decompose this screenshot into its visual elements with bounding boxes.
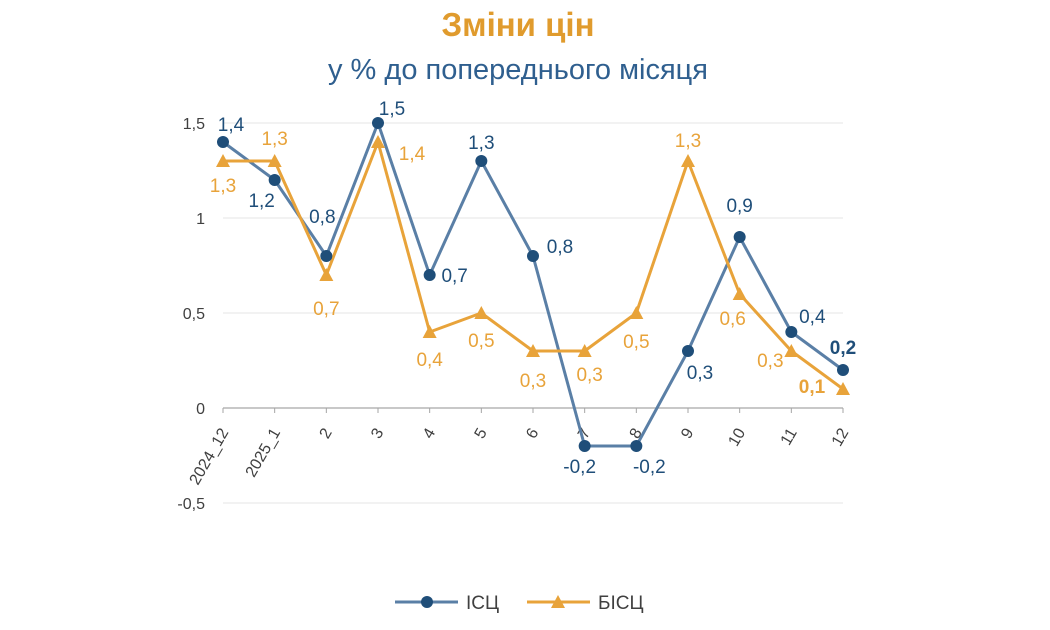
data-point-circle	[578, 440, 591, 452]
data-label: 0,5	[468, 331, 494, 352]
data-label: 0,9	[726, 196, 752, 217]
chart-title: Зміни цін	[441, 6, 595, 43]
data-point-circle	[268, 174, 281, 186]
data-label: -0,2	[563, 457, 596, 478]
data-label: 0,1	[799, 377, 826, 398]
legend-marker-triangle	[551, 595, 565, 608]
data-label: 0,8	[547, 237, 573, 258]
data-point-circle	[320, 250, 333, 262]
data-label: 1,4	[399, 144, 426, 165]
data-point-triangle	[422, 325, 437, 338]
data-point-triangle	[319, 268, 334, 281]
x-tick-label: 2	[317, 425, 336, 441]
data-point-triangle	[216, 154, 230, 167]
y-tick-label: 0,5	[183, 306, 205, 323]
data-point-circle	[217, 136, 229, 148]
data-point-circle	[630, 440, 643, 452]
data-point-circle	[785, 326, 798, 338]
data-label: 0,4	[416, 350, 443, 371]
x-tick-label: 7	[575, 425, 594, 441]
data-label: 1,2	[248, 191, 274, 212]
x-tick-label: 2025_1	[243, 425, 284, 480]
data-label: 0,3	[576, 365, 602, 386]
data-label: 1,3	[468, 133, 494, 154]
data-label: 0,7	[441, 266, 467, 287]
x-tick-label: 5	[472, 425, 491, 441]
data-label: 0,8	[309, 207, 335, 228]
data-point-triangle	[836, 382, 850, 395]
legend-label: БІСЦ	[598, 593, 644, 614]
data-point-circle	[682, 345, 694, 357]
data-point-circle	[837, 364, 849, 376]
data-label: 0,2	[830, 338, 856, 359]
x-tick-label: 9	[678, 425, 697, 441]
y-tick-label: 1,5	[183, 116, 205, 133]
data-label: 1,5	[379, 99, 405, 120]
y-tick-label: 1	[196, 211, 205, 228]
data-point-circle	[372, 117, 384, 129]
data-label: 0,7	[313, 299, 339, 320]
data-point-circle	[733, 231, 746, 243]
data-label: -0,2	[633, 457, 666, 478]
data-label: 0,6	[719, 309, 745, 330]
x-tick-label: 12	[829, 425, 853, 449]
x-tick-label: 6	[523, 425, 542, 441]
data-point-triangle	[629, 306, 644, 319]
data-point-triangle	[577, 344, 592, 357]
data-point-circle	[423, 269, 436, 281]
y-tick-label: 0	[196, 401, 205, 418]
y-tick-label: -0,5	[177, 496, 205, 513]
data-label: 1,4	[218, 115, 245, 136]
chart-subtitle: у % до попереднього місяця	[328, 54, 708, 86]
legend-marker-circle	[421, 596, 433, 608]
data-label: 1,3	[675, 131, 701, 152]
data-point-circle	[475, 155, 488, 167]
data-label: 0,3	[757, 351, 783, 372]
data-point-triangle	[371, 135, 385, 148]
data-point-triangle	[681, 154, 695, 167]
data-point-circle	[527, 250, 539, 262]
data-point-triangle	[474, 306, 489, 319]
series-line-0	[222, 121, 844, 448]
data-label: 0,3	[687, 363, 713, 384]
x-tick-label: 2024_12	[187, 425, 233, 488]
data-label: 0,5	[623, 332, 649, 353]
data-point-triangle	[526, 344, 540, 357]
x-tick-label: 3	[368, 425, 387, 441]
data-point-triangle	[267, 154, 282, 167]
data-label: 1,3	[261, 129, 287, 150]
data-label: 0,4	[799, 307, 826, 328]
x-tick-label: 10	[726, 425, 750, 449]
data-point-triangle	[732, 287, 747, 300]
x-tick-label: 4	[420, 425, 439, 441]
data-label: 1,3	[210, 176, 236, 197]
data-point-triangle	[784, 344, 799, 357]
legend-label: ІСЦ	[466, 593, 499, 614]
data-label: 0,3	[520, 371, 546, 392]
x-tick-label: 11	[778, 425, 801, 448]
